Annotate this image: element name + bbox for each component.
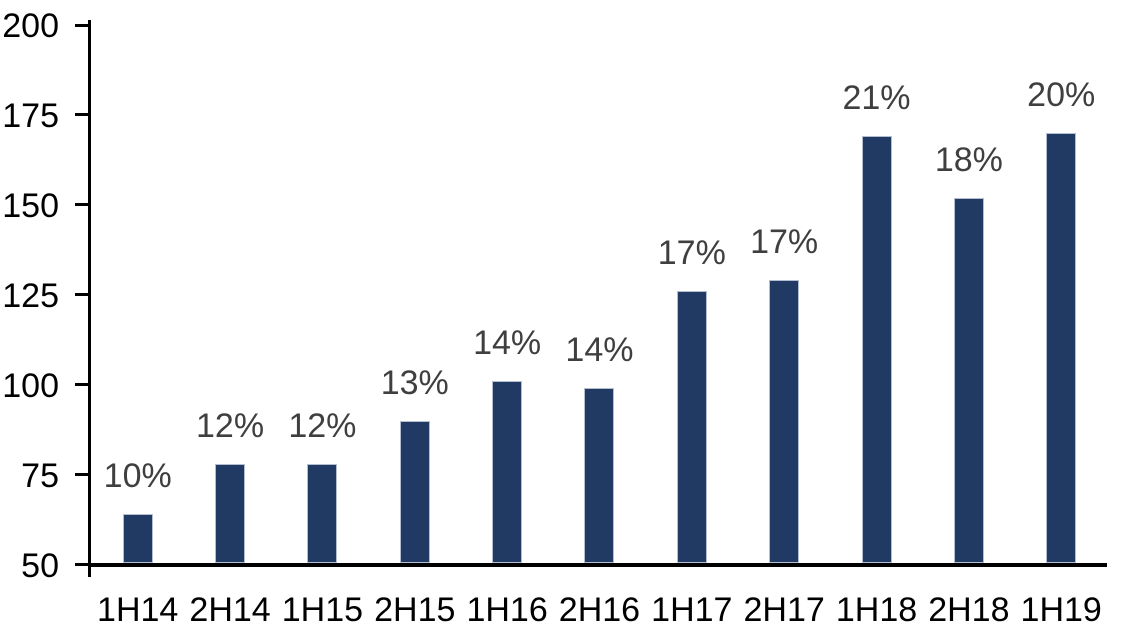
y-tick-mark <box>75 383 88 387</box>
bar-value-label: 14% <box>473 324 542 363</box>
bar-value-label: 12% <box>196 406 265 445</box>
bar <box>584 388 615 563</box>
bar <box>307 463 338 563</box>
bar-value-label: 12% <box>288 406 357 445</box>
x-category-label: 2H15 <box>374 591 456 629</box>
bar-value-label: 14% <box>565 331 634 370</box>
bar-value-label: 20% <box>1027 75 1096 114</box>
x-category-label: 1H18 <box>835 591 918 629</box>
y-tick-label: 175 <box>2 96 59 135</box>
bar <box>861 136 892 563</box>
bar <box>676 291 707 563</box>
x-category-label: 1H16 <box>466 591 548 629</box>
y-tick-mark <box>75 113 88 117</box>
y-tick-label: 125 <box>2 276 59 315</box>
y-tick-mark <box>75 563 88 566</box>
bar-value-label: 18% <box>934 140 1003 179</box>
y-tick-label: 100 <box>2 366 59 405</box>
bar-value-label: 13% <box>380 363 449 402</box>
y-tick-label: 150 <box>2 186 59 225</box>
y-axis-line <box>88 20 91 577</box>
bar-value-label: 21% <box>842 79 911 118</box>
y-tick-mark <box>75 293 88 297</box>
y-tick-label: 200 <box>2 7 59 45</box>
bar <box>953 197 984 563</box>
bar <box>122 514 153 563</box>
bar-value-label: 17% <box>657 234 726 273</box>
y-tick-label: 75 <box>21 456 59 495</box>
bar <box>215 463 246 563</box>
x-category-label: 1H19 <box>1020 591 1102 629</box>
y-tick-mark <box>75 203 88 207</box>
x-category-label: 1H17 <box>651 591 733 629</box>
y-tick-label: 50 <box>21 546 59 585</box>
x-category-label: 1H14 <box>97 591 179 629</box>
x-category-label: 2H14 <box>189 591 271 629</box>
y-tick-mark <box>75 473 88 477</box>
bar <box>492 381 523 563</box>
x-category-label: 2H18 <box>928 591 1010 629</box>
x-axis-line <box>88 563 1107 567</box>
bar <box>769 280 800 563</box>
bar-value-label: 10% <box>103 457 172 496</box>
x-category-label: 1H15 <box>281 591 364 629</box>
bar <box>399 420 430 563</box>
y-tick-mark <box>75 23 88 27</box>
x-category-label: 2H17 <box>743 591 825 629</box>
bar <box>1046 132 1077 563</box>
x-category-label: 2H16 <box>558 591 641 629</box>
bar-value-label: 17% <box>750 223 819 262</box>
